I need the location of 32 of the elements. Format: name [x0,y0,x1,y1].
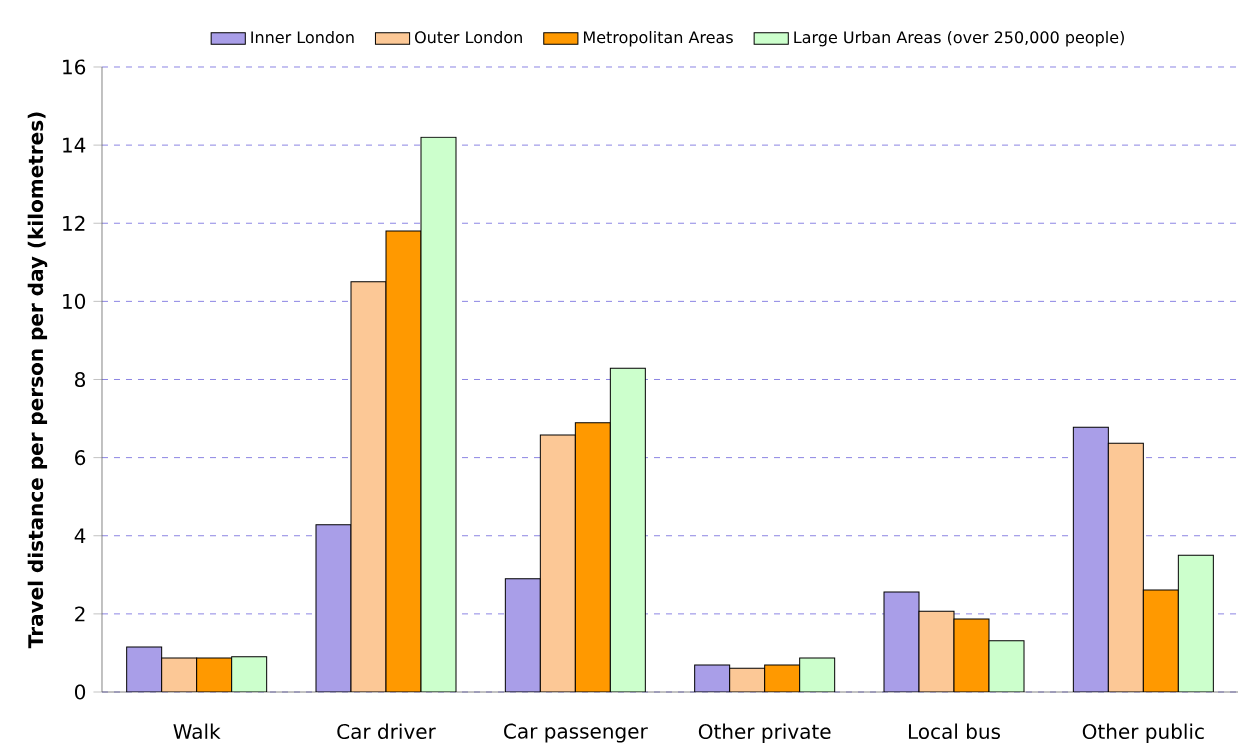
bar [385,230,422,693]
legend-label: Outer London [415,31,522,44]
bar [504,578,541,693]
y-tick-label: 16 [63,59,86,75]
bar [953,618,990,693]
bar [196,657,233,693]
x-tick-label: Local bus [908,723,1001,740]
x-tick-label: Walk [173,723,221,740]
bar [1142,589,1179,693]
y-tick-label: 4 [74,528,86,544]
y-tick-label: 8 [75,372,86,388]
bar [694,664,731,693]
y-tick-label: 10 [63,293,86,310]
legend-label: Large Urban Areas (over 250,000 people) [794,31,1124,47]
bar [1072,426,1109,693]
x-tick-label: Other public [1082,723,1204,744]
bar [126,646,163,693]
bar [315,524,352,693]
bar [574,422,611,693]
y-tick-label: 0 [74,684,86,700]
x-tick-label: Other private [698,723,831,744]
legend-label: Metropolitan Areas [583,31,733,47]
bar [764,664,801,693]
y-tick-label: 2 [75,606,85,622]
y-tick-label: 14 [63,138,86,153]
bar [883,591,920,693]
y-axis-title: Travel distance per person per day (kilometres) [27,112,48,649]
x-tick-label: Car driver [337,723,436,740]
legend-label: Inner London [251,31,354,44]
y-tick-label: 6 [75,450,86,466]
y-tick-label: 12 [63,215,85,231]
x-tick-label: Car passenger [504,723,648,743]
